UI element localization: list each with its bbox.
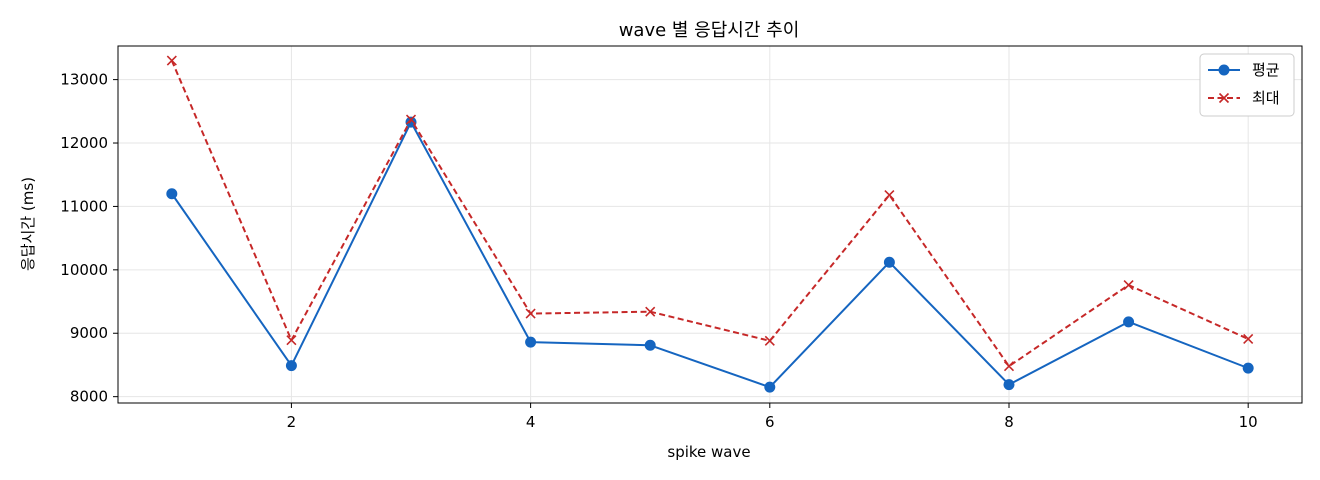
legend-box (1199, 53, 1295, 117)
y-tick-label: 8000 (70, 388, 108, 406)
series-line (170, 60, 1249, 368)
data-point (405, 114, 417, 125)
x-tick-label: 2 (287, 413, 297, 431)
series-2 (166, 55, 1254, 372)
legend-label: 평균 (1252, 61, 1280, 79)
data-point (764, 335, 775, 346)
data-point (1243, 333, 1254, 345)
y-axis-label: 응답시간 (ms) (19, 177, 37, 271)
data-point (166, 55, 177, 66)
chart-title: wave 별 응답시간 추이 (619, 20, 800, 41)
y-tick-label: 9000 (70, 324, 108, 342)
legend-label: 최대 (1252, 89, 1280, 107)
series-layer (166, 55, 1254, 393)
legend-marker (1218, 92, 1230, 104)
data-point (1242, 362, 1254, 374)
x-tick-label: 4 (526, 413, 536, 431)
series-line (170, 121, 1249, 389)
data-point (1003, 361, 1015, 372)
x-tick-label: 8 (1004, 413, 1014, 431)
y-tick-label: 12000 (60, 134, 108, 152)
data-point (286, 335, 297, 346)
data-point (645, 306, 656, 317)
y-tick-label: 13000 (60, 71, 108, 89)
x-tick-label: 10 (1239, 413, 1258, 431)
data-point (764, 381, 776, 393)
data-point (1003, 379, 1015, 391)
legend-marker (1218, 64, 1230, 76)
data-point (525, 308, 536, 319)
data-point (525, 336, 537, 348)
axes: 2 4 6 8 10 8000 9000 10000 11000 12000 13000 (60, 71, 1257, 431)
grid (118, 46, 1302, 403)
data-point (884, 189, 895, 201)
data-point (883, 256, 895, 268)
series-1 (166, 116, 1254, 393)
data-point (285, 360, 297, 372)
legend-item: 최대 (1208, 89, 1280, 107)
data-point (1123, 279, 1134, 291)
x-axis-label: spike wave (667, 443, 750, 461)
data-point (644, 339, 656, 351)
x-tick-label: 6 (765, 413, 775, 431)
data-point (166, 188, 178, 200)
y-tick-label: 10000 (60, 261, 108, 279)
data-point (1123, 316, 1135, 328)
plot-frame (117, 45, 1303, 404)
y-tick-label: 11000 (60, 197, 108, 215)
legend-item: 평균 (1208, 61, 1280, 79)
